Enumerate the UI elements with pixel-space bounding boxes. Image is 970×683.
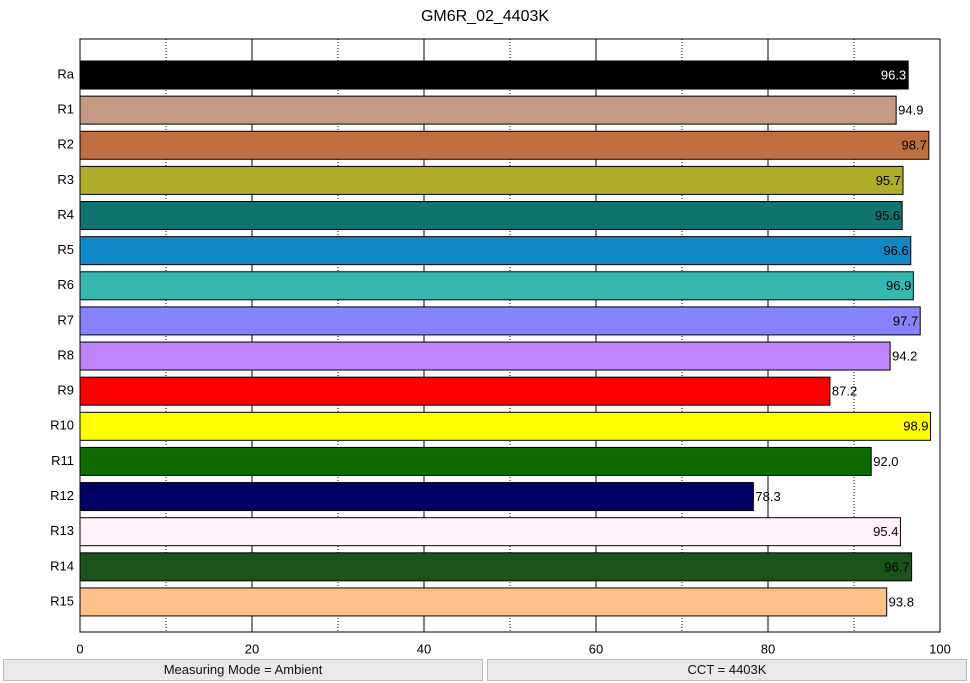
y-tick-label: R8 <box>57 347 74 362</box>
bar <box>79 236 912 266</box>
bar <box>79 552 913 582</box>
y-tick-label: R15 <box>50 593 74 608</box>
bar <box>79 376 831 406</box>
y-tick-label: R7 <box>57 312 74 327</box>
bar <box>79 60 909 90</box>
value-label: 93.8 <box>889 594 914 609</box>
value-label: 95.7 <box>876 173 901 188</box>
bar <box>79 411 932 441</box>
value-label: 96.3 <box>881 67 906 82</box>
bar <box>79 201 903 231</box>
value-label: 96.7 <box>884 559 909 574</box>
value-label: 94.2 <box>892 348 917 363</box>
value-label: 95.6 <box>875 208 900 223</box>
x-tick-label: 80 <box>761 641 775 656</box>
y-tick-label: R9 <box>57 383 74 398</box>
bar <box>79 130 930 160</box>
value-label: 98.7 <box>902 138 927 153</box>
bar <box>79 517 901 547</box>
value-label: 87.2 <box>832 384 857 399</box>
y-tick-label: R10 <box>50 418 74 433</box>
y-tick-label: R5 <box>57 242 74 257</box>
chart-title: GM6R_02_4403K <box>421 8 549 25</box>
bar <box>79 482 754 512</box>
chart: GM6R_02_4403K 0 20 40 60 80 100 Ra 96.3 R1 94.9 R2… <box>50 8 951 656</box>
bar <box>79 306 921 336</box>
bar <box>79 165 904 195</box>
y-tick-label: R14 <box>50 558 74 573</box>
x-tick-label: 20 <box>245 641 259 656</box>
value-label: 78.3 <box>755 489 780 504</box>
value-label: 96.9 <box>886 278 911 293</box>
y-tick-label: Ra <box>57 66 74 81</box>
y-tick-label: R11 <box>51 453 74 468</box>
value-label: 94.9 <box>898 103 923 118</box>
y-tick-label: R4 <box>57 207 74 222</box>
value-label: 97.7 <box>893 313 918 328</box>
value-label: 95.4 <box>873 524 898 539</box>
bar <box>79 587 888 617</box>
y-tick-label: R3 <box>57 172 74 187</box>
bar <box>79 95 897 125</box>
x-tick-label: 100 <box>929 641 951 656</box>
x-tick-label: 40 <box>417 641 431 656</box>
y-tick-label: R1 <box>57 102 74 117</box>
x-tick-label: 0 <box>76 641 83 656</box>
y-tick-label: R6 <box>57 277 74 292</box>
y-tick-label: R2 <box>57 137 74 152</box>
status-field: CCT = 4403K <box>487 659 967 681</box>
x-tick-label: 60 <box>589 641 603 656</box>
bar <box>79 271 914 301</box>
value-label: 92.0 <box>873 454 898 469</box>
status-field: Measuring Mode = Ambient <box>3 659 483 681</box>
bar <box>79 446 872 476</box>
y-tick-label: R13 <box>50 523 74 538</box>
bar <box>79 341 891 371</box>
value-label: 98.9 <box>903 419 928 434</box>
y-tick-label: R12 <box>50 488 74 503</box>
value-label: 96.6 <box>883 243 908 258</box>
